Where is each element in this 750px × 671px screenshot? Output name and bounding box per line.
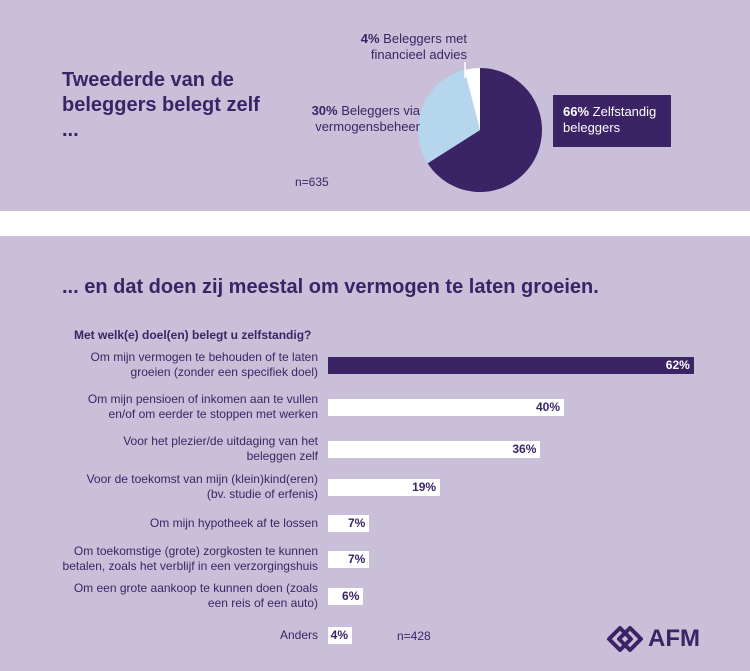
bar-value-label: 62% [665, 358, 690, 372]
pie-label-vermogensbeheer-text: Beleggers via vermogensbeheer [315, 103, 420, 134]
afm-logo-icon [607, 626, 643, 652]
pie-headline: Tweederde van de beleggers belegt zelf .… [62, 69, 260, 141]
pie-label-zelfstandig-pct: 66% [563, 104, 590, 119]
bar-category-label-line: Voor de toekomst van mijn (klein)kind(er… [86, 472, 318, 486]
bar-category-label: Voor het plezier/de uitdaging van het bel… [38, 434, 318, 464]
bar-category-label: Anders [38, 628, 318, 643]
bar-value-label: 36% [512, 442, 537, 456]
bar-category-label-line: betalen, zoals het verblijf in een verzo… [62, 559, 318, 573]
pie-slice-zelfstandig [427, 68, 542, 192]
pie-slice-vermogensbeheer [417, 69, 480, 164]
bar-category-label-line: Om mijn vermogen te behouden of te laten [90, 350, 318, 364]
bar: 62% [328, 357, 694, 374]
pie-label-zelfstandig: 66% Zelfstandig beleggers [553, 95, 671, 147]
bar-category-label: Voor de toekomst van mijn (klein)kind(er… [38, 472, 318, 502]
bar-category-label-line: Om mijn hypotheek af te lossen [149, 516, 318, 530]
afm-logo: AFM [606, 624, 726, 654]
bar-category-label-line: groeien (zonder een specifiek doel) [130, 365, 318, 379]
bar-category-label: Om toekomstige (grote) zorgkosten te kun… [38, 544, 318, 574]
afm-logo-text: AFM [648, 625, 700, 652]
bar-headline: ... en dat doen zij meestal om vermogen … [62, 276, 599, 298]
bar-value-label: 7% [347, 552, 366, 566]
bar-category-label-line: beleggen zelf [246, 449, 318, 463]
bar-category-label: Om mijn hypotheek af te lossen [38, 516, 318, 531]
bar-category-label-line: Anders [279, 628, 318, 642]
bar-value-label: 40% [535, 400, 560, 414]
section-divider [0, 211, 750, 236]
bar-value-label: 7% [347, 516, 366, 530]
bar: 36% [328, 441, 541, 458]
bar: 6% [328, 588, 364, 605]
bar-category-label: Om een grote aankoop te kunnen doen (zoa… [38, 581, 318, 611]
bar-category-label-line: Voor het plezier/de uitdaging van het [123, 434, 318, 448]
pie-sample-size: n=635 [295, 175, 329, 189]
bar-category-label: Om mijn vermogen te behouden of te laten… [38, 350, 318, 380]
bar-value-label: 6% [342, 589, 360, 603]
bar-sample-size: n=428 [397, 629, 431, 643]
bar: 4% [328, 627, 352, 644]
bar: 7% [328, 551, 370, 568]
bar-value-label: 4% [330, 628, 348, 642]
pie-label-vermogensbeheer: 30% Beleggers via vermogensbeheer [300, 103, 420, 135]
pie-label-advies-pct: 4% [360, 31, 380, 46]
bar-category-label-line: Om een grote aankoop te kunnen doen (zoa… [73, 581, 318, 595]
pie-slice-advies [464, 68, 480, 130]
pie-label-advies: 4% Beleggers met financieel advies [347, 31, 467, 63]
bar-value-label: 19% [412, 480, 437, 494]
bar-category-label: Om mijn pensioen of inkomen aan te vulle… [38, 392, 318, 422]
pie-label-vermogensbeheer-pct: 30% [311, 103, 338, 118]
pie-label-advies-text: Beleggers met financieel advies [370, 31, 467, 62]
bar-category-label-line: een reis of een auto) [207, 596, 318, 610]
bar-category-label-line: Om toekomstige (grote) zorgkosten te kun… [73, 544, 318, 558]
bar: 7% [328, 515, 370, 532]
bar: 40% [328, 399, 564, 416]
bar-question: Met welk(e) doel(en) belegt u zelfstandi… [74, 328, 312, 342]
bar-category-label-line: (bv. studie of erfenis) [206, 487, 318, 501]
pie-label-zelfstandig-text: Zelfstandig beleggers [563, 104, 657, 135]
bar-category-label-line: Om mijn pensioen of inkomen aan te vulle… [87, 392, 318, 406]
pie-chart [417, 62, 542, 192]
bar: 19% [328, 479, 441, 496]
bar-category-label-line: en/of om eerder te stoppen met werken [108, 407, 318, 421]
